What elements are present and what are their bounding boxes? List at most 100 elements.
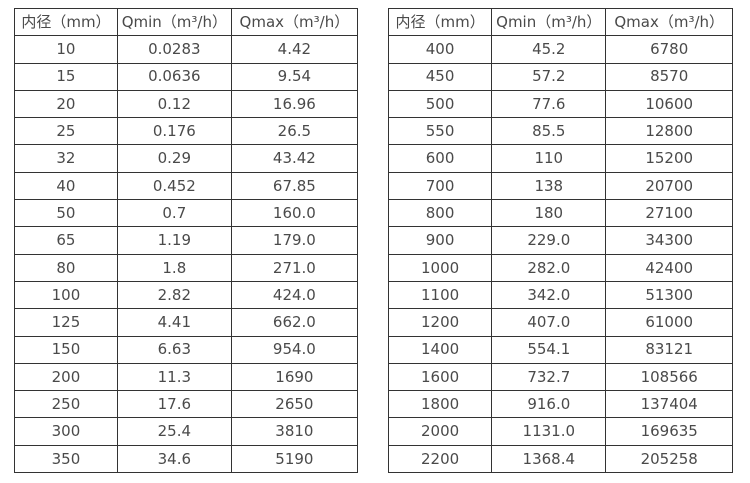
table-cell: 700 <box>387 171 493 201</box>
table-cell: 83121 <box>605 335 733 364</box>
table-cell: 180 <box>491 199 607 228</box>
table-cell: 15 <box>14 62 118 91</box>
header-row: 内径（mm） Qmin（m³/h） Qmax（m³/h） <box>14 7 359 37</box>
table-cell: 200 <box>14 362 118 392</box>
table-cell: 250 <box>14 390 118 419</box>
table-cell: 45.2 <box>491 35 607 64</box>
table-row: 1100 342.0 51300 <box>387 280 733 310</box>
table-cell: 450 <box>387 62 493 91</box>
table-cell: 27100 <box>605 199 733 228</box>
table-cell: 350 <box>14 444 118 474</box>
table-row: 40 0.452 67.85 <box>14 171 359 201</box>
column-header: Qmax（m³/h） <box>230 7 359 37</box>
table-cell: 108566 <box>605 362 733 392</box>
table-cell: 1800 <box>387 390 493 419</box>
table-cell: 1000 <box>387 253 493 282</box>
table-row: 200 11.3 1690 <box>14 362 359 392</box>
table-cell: 2.82 <box>116 280 232 310</box>
table-cell: 229.0 <box>491 226 607 255</box>
table-cell: 662.0 <box>230 308 359 337</box>
table-cell: 424.0 <box>230 280 359 310</box>
table-cell: 110 <box>491 144 607 173</box>
table-row: 800 180 27100 <box>387 199 733 228</box>
table-cell: 20700 <box>605 171 733 201</box>
table-row: 65 1.19 179.0 <box>14 226 359 255</box>
table-cell: 0.176 <box>116 117 232 146</box>
table-cell: 342.0 <box>491 280 607 310</box>
table-cell: 271.0 <box>230 253 359 282</box>
table-cell: 138 <box>491 171 607 201</box>
table-cell: 554.1 <box>491 335 607 364</box>
table-cell: 169635 <box>605 417 733 446</box>
table-cell: 1131.0 <box>491 417 607 446</box>
table-cell: 20 <box>14 89 118 119</box>
table-row: 450 57.2 8570 <box>387 62 733 91</box>
table-cell: 51300 <box>605 280 733 310</box>
table-row: 1600 732.7 108566 <box>387 362 733 392</box>
table-cell: 150 <box>14 335 118 364</box>
table-cell: 2000 <box>387 417 493 446</box>
table-cell: 1.19 <box>116 226 232 255</box>
table-row: 300 25.4 3810 <box>14 417 359 446</box>
table-cell: 57.2 <box>491 62 607 91</box>
table-cell: 77.6 <box>491 89 607 119</box>
table-cell: 25.4 <box>116 417 232 446</box>
table-row: 550 85.5 12800 <box>387 117 733 146</box>
table-row: 350 34.6 5190 <box>14 444 359 474</box>
table-row: 400 45.2 6780 <box>387 35 733 64</box>
table-cell: 42400 <box>605 253 733 282</box>
table-cell: 16.96 <box>230 89 359 119</box>
table-row: 2000 1131.0 169635 <box>387 417 733 446</box>
table-cell: 1400 <box>387 335 493 364</box>
table-row: 10 0.0283 4.42 <box>14 35 359 64</box>
table-cell: 137404 <box>605 390 733 419</box>
flow-spec-table-large-diameters: 内径（mm） Qmin（m³/h） Qmax（m³/h） 400 45.2 6780 450… <box>387 7 733 474</box>
table-cell: 34.6 <box>116 444 232 474</box>
table-row: 15 0.0636 9.54 <box>14 62 359 91</box>
table-cell: 282.0 <box>491 253 607 282</box>
table-cell: 25 <box>14 117 118 146</box>
table-row: 25 0.176 26.5 <box>14 117 359 146</box>
table-row: 80 1.8 271.0 <box>14 253 359 282</box>
table-cell: 10600 <box>605 89 733 119</box>
table-cell: 15200 <box>605 144 733 173</box>
table-cell: 40 <box>14 171 118 201</box>
table-cell: 125 <box>14 308 118 337</box>
table-cell: 1600 <box>387 362 493 392</box>
table-cell: 0.7 <box>116 199 232 228</box>
table-cell: 100 <box>14 280 118 310</box>
table-cell: 50 <box>14 199 118 228</box>
table-cell: 732.7 <box>491 362 607 392</box>
column-header: Qmin（m³/h） <box>116 7 232 37</box>
table-cell: 0.0636 <box>116 62 232 91</box>
table-cell: 1.8 <box>116 253 232 282</box>
table-cell: 0.29 <box>116 144 232 173</box>
table-cell: 65 <box>14 226 118 255</box>
table-cell: 1368.4 <box>491 444 607 474</box>
table-cell: 954.0 <box>230 335 359 364</box>
table-cell: 1690 <box>230 362 359 392</box>
table-cell: 4.42 <box>230 35 359 64</box>
table-cell: 600 <box>387 144 493 173</box>
table-row: 500 77.6 10600 <box>387 89 733 119</box>
table-row: 900 229.0 34300 <box>387 226 733 255</box>
table-cell: 179.0 <box>230 226 359 255</box>
table-cell: 400 <box>387 35 493 64</box>
table-row: 125 4.41 662.0 <box>14 308 359 337</box>
table-cell: 1100 <box>387 280 493 310</box>
column-header: 内径（mm） <box>387 7 493 37</box>
table-cell: 4.41 <box>116 308 232 337</box>
table-cell: 61000 <box>605 308 733 337</box>
table-cell: 26.5 <box>230 117 359 146</box>
table-row: 2200 1368.4 205258 <box>387 444 733 474</box>
table-cell: 5190 <box>230 444 359 474</box>
table-row: 250 17.6 2650 <box>14 390 359 419</box>
table-cell: 32 <box>14 144 118 173</box>
table-cell: 10 <box>14 35 118 64</box>
table-cell: 205258 <box>605 444 733 474</box>
table-row: 700 138 20700 <box>387 171 733 201</box>
column-header: 内径（mm） <box>14 7 118 37</box>
table-cell: 3810 <box>230 417 359 446</box>
table-row: 1000 282.0 42400 <box>387 253 733 282</box>
